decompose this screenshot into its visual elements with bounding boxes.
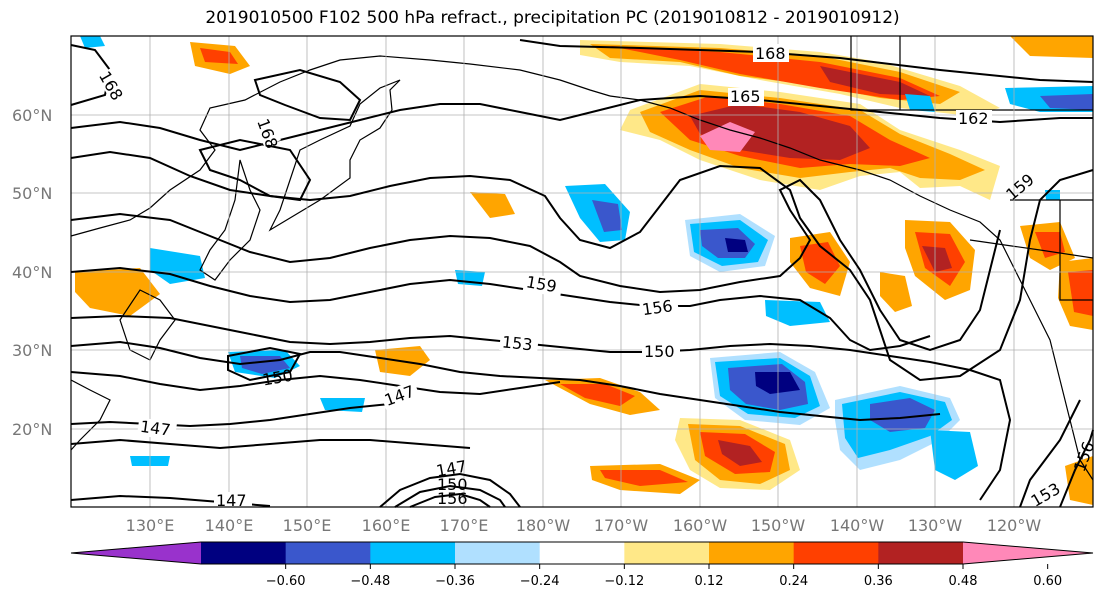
colorbar-tick-label: −0.24 [520, 574, 560, 589]
colorbar-tick-label: −0.12 [604, 574, 644, 589]
colorbar-tick-label: −0.36 [435, 574, 475, 589]
lat-label: 40°N [12, 263, 52, 282]
contour-label-group: 168 168 168 165 162 159 159 156 153 150 … [95, 44, 1098, 511]
lon-label: 130°E [126, 516, 175, 535]
colorbar-segment [370, 542, 456, 564]
colorbar-segment [201, 542, 287, 564]
contour-label: 153 [501, 332, 533, 354]
contour-label: 168 [755, 44, 786, 63]
colorbar-tick-label: 0.12 [695, 574, 724, 589]
contour-label: 156 [641, 296, 674, 319]
lat-label: 60°N [12, 106, 52, 125]
latitude-labels: 60°N 50°N 40°N 30°N 20°N [12, 106, 52, 439]
gridlines [71, 36, 1093, 507]
colorbar-segment [624, 542, 710, 564]
colorbar-extend-high [963, 542, 1093, 564]
colorbar-tick-label: 0.60 [1033, 574, 1062, 589]
contour-label: 150 [437, 475, 468, 494]
lat-label: 20°N [12, 420, 52, 439]
contour-lines [70, 39, 1094, 508]
colorbar-tick-label: −0.48 [350, 574, 390, 589]
contour-label: 147 [139, 417, 172, 440]
lon-label: 170°E [440, 516, 489, 535]
colorbar-segment [878, 542, 964, 564]
map-area: 168 168 168 165 162 159 159 156 153 150 … [70, 35, 1098, 511]
lon-label: 120°W [987, 516, 1042, 535]
lon-label: 180°W [516, 516, 571, 535]
longitude-labels: 130°E 140°E 150°E 160°E 170°E 180°W 170°… [126, 516, 1042, 535]
colorbar-segment [285, 542, 371, 564]
map-title: 2019010500 F102 500 hPa refract., precip… [205, 8, 900, 28]
lon-label: 160°W [673, 516, 728, 535]
colorbar: −0.60 −0.48 −0.36 −0.24 −0.12 0.12 0.24 0.36 0.4… [70, 541, 1094, 589]
colorbar-segment [539, 542, 625, 564]
colorbar-tick-label: 0.24 [779, 574, 808, 589]
colorbar-segment [709, 542, 795, 564]
contour-label: 165 [730, 87, 761, 106]
map-frame [70, 35, 1094, 508]
precip-negative-shading [80, 36, 1093, 480]
lon-label: 170°W [594, 516, 649, 535]
lat-label: 30°N [12, 341, 52, 360]
lon-label: 140°E [205, 516, 254, 535]
contour-label: 147 [216, 491, 247, 510]
lat-label: 50°N [12, 184, 52, 203]
colorbar-tick-label: 0.36 [864, 574, 893, 589]
colorbar-tick-label: −0.60 [266, 574, 306, 589]
colorbar-outline [70, 541, 1094, 565]
lon-label: 130°W [908, 516, 963, 535]
colorbar-tick-label: 0.48 [949, 574, 978, 589]
colorbar-segment [793, 542, 879, 564]
lon-label: 150°E [283, 516, 332, 535]
lon-label: 150°W [751, 516, 806, 535]
contour-label: 150 [644, 342, 675, 361]
colorbar-extend-low [71, 542, 201, 564]
lon-label: 140°W [830, 516, 885, 535]
colorbar-segment [455, 542, 541, 564]
precip-positive-shading [75, 36, 1093, 505]
contour-label: 162 [958, 109, 989, 128]
lon-label: 160°E [362, 516, 411, 535]
contour-label: 156 [437, 489, 468, 508]
